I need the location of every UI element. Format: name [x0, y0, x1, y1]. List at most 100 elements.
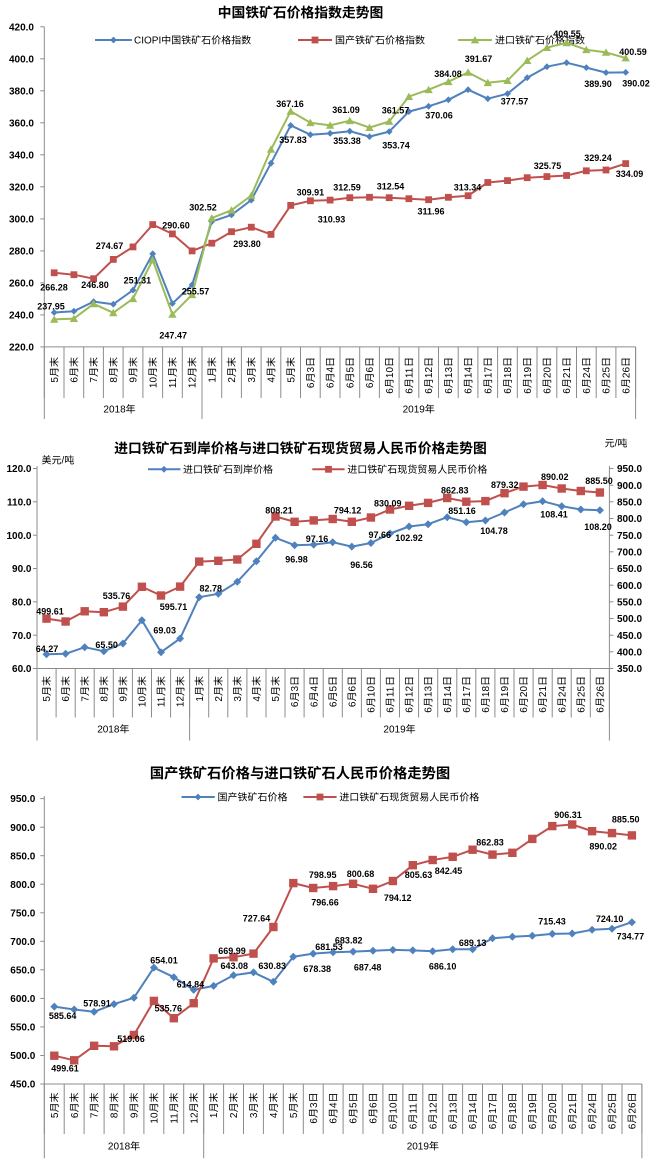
svg-text:715.43: 715.43	[538, 916, 566, 926]
svg-text:6: 6	[538, 707, 549, 713]
svg-text:6: 6	[444, 388, 455, 394]
svg-text:885.50: 885.50	[612, 815, 640, 825]
svg-text:6: 6	[464, 388, 475, 394]
svg-text:8: 8	[99, 696, 110, 702]
svg-text:19: 19	[500, 686, 511, 698]
svg-text:6: 6	[468, 1123, 479, 1129]
svg-text:120.0: 120.0	[6, 464, 31, 475]
svg-text:11: 11	[168, 377, 179, 388]
svg-text:6: 6	[347, 686, 358, 692]
svg-text:70.0: 70.0	[12, 631, 32, 642]
svg-text:320.0: 320.0	[9, 182, 34, 193]
svg-text:353.74: 353.74	[382, 140, 410, 150]
svg-text:734.77: 734.77	[617, 931, 645, 941]
svg-text:6: 6	[508, 1123, 519, 1129]
svg-text:20: 20	[548, 1102, 559, 1114]
svg-text:293.80: 293.80	[233, 239, 261, 249]
svg-text:6: 6	[519, 707, 530, 713]
svg-text:274.67: 274.67	[96, 241, 124, 251]
svg-text:5: 5	[345, 367, 356, 373]
svg-text:24: 24	[582, 367, 593, 379]
svg-text:11: 11	[157, 696, 168, 707]
svg-text:9: 9	[119, 696, 130, 702]
svg-text:6: 6	[548, 1123, 559, 1129]
svg-text:12: 12	[428, 1102, 439, 1114]
svg-text:850.0: 850.0	[10, 851, 35, 862]
svg-text:6: 6	[365, 382, 376, 388]
svg-text:97.66: 97.66	[369, 530, 392, 540]
svg-text:360.0: 360.0	[9, 118, 34, 129]
svg-text:11: 11	[408, 1103, 419, 1114]
svg-text:370.06: 370.06	[425, 110, 453, 120]
svg-text:11: 11	[405, 367, 416, 378]
svg-text:12: 12	[189, 1112, 200, 1124]
svg-text:687.48: 687.48	[354, 962, 382, 972]
svg-text:700.0: 700.0	[617, 547, 642, 558]
svg-text:519.06: 519.06	[117, 1034, 145, 1044]
svg-text:794.12: 794.12	[334, 506, 362, 516]
svg-text:6: 6	[576, 707, 587, 713]
svg-text:5: 5	[50, 377, 61, 383]
svg-text:5: 5	[289, 1112, 300, 1118]
svg-text:17: 17	[483, 367, 494, 379]
svg-text:500.0: 500.0	[10, 1051, 35, 1062]
svg-text:6: 6	[306, 382, 317, 388]
svg-text:689.13: 689.13	[459, 938, 487, 948]
svg-text:18: 18	[508, 1102, 519, 1114]
svg-text:17: 17	[488, 1102, 499, 1114]
svg-text:9: 9	[130, 1112, 141, 1118]
svg-text:1: 1	[195, 696, 206, 702]
svg-text:8: 8	[109, 377, 120, 383]
svg-text:14: 14	[443, 686, 454, 698]
svg-text:4: 4	[326, 367, 337, 373]
svg-text:10: 10	[138, 696, 149, 708]
svg-text:6: 6	[369, 1118, 380, 1124]
svg-text:862.83: 862.83	[476, 838, 504, 848]
svg-text:5: 5	[328, 686, 339, 692]
svg-text:585.64: 585.64	[49, 1011, 77, 1021]
svg-text:21: 21	[568, 1102, 579, 1114]
svg-text:6: 6	[448, 1123, 459, 1129]
svg-text:24: 24	[557, 686, 568, 698]
svg-text:3: 3	[290, 686, 301, 692]
svg-text:19: 19	[523, 367, 534, 379]
svg-text:890.02: 890.02	[589, 841, 617, 851]
svg-text:669.99: 669.99	[218, 946, 246, 956]
svg-text:300.0: 300.0	[9, 215, 34, 226]
svg-text:6: 6	[386, 707, 397, 713]
svg-text:2: 2	[229, 1112, 240, 1118]
svg-text:6: 6	[428, 1123, 439, 1129]
svg-text:750.0: 750.0	[10, 908, 35, 919]
svg-text:6: 6	[369, 1102, 380, 1108]
svg-text:312.59: 312.59	[333, 182, 361, 192]
svg-text:950.0: 950.0	[617, 464, 642, 475]
svg-text:1: 1	[207, 377, 218, 383]
svg-text:260.0: 260.0	[9, 279, 34, 290]
svg-text:600.0: 600.0	[10, 994, 35, 1005]
svg-text:595.71: 595.71	[160, 602, 188, 612]
svg-text:312.54: 312.54	[377, 181, 405, 191]
svg-text:6: 6	[326, 382, 337, 388]
svg-text:800.0: 800.0	[617, 514, 642, 525]
svg-text:6: 6	[309, 701, 320, 707]
svg-text:6: 6	[621, 388, 632, 394]
svg-text:4: 4	[269, 1112, 280, 1118]
svg-text:6: 6	[345, 382, 356, 388]
svg-text:97.16: 97.16	[306, 534, 329, 544]
svg-text:7: 7	[90, 1112, 101, 1118]
svg-text:18: 18	[503, 367, 514, 379]
svg-text:19: 19	[528, 1102, 539, 1114]
svg-text:310.93: 310.93	[318, 215, 346, 225]
svg-text:2019: 2019	[407, 1142, 430, 1153]
svg-text:64.27: 64.27	[36, 644, 59, 654]
svg-text:6: 6	[462, 707, 473, 713]
svg-text:/: /	[615, 439, 618, 450]
svg-text:6: 6	[562, 388, 573, 394]
svg-text:4: 4	[267, 377, 278, 383]
svg-text:6: 6	[568, 1123, 579, 1129]
svg-text:6: 6	[405, 388, 416, 394]
svg-text:82.78: 82.78	[200, 583, 223, 593]
svg-text:900.0: 900.0	[617, 481, 642, 492]
svg-text:885.50: 885.50	[585, 476, 613, 486]
svg-text:750.0: 750.0	[617, 531, 642, 542]
